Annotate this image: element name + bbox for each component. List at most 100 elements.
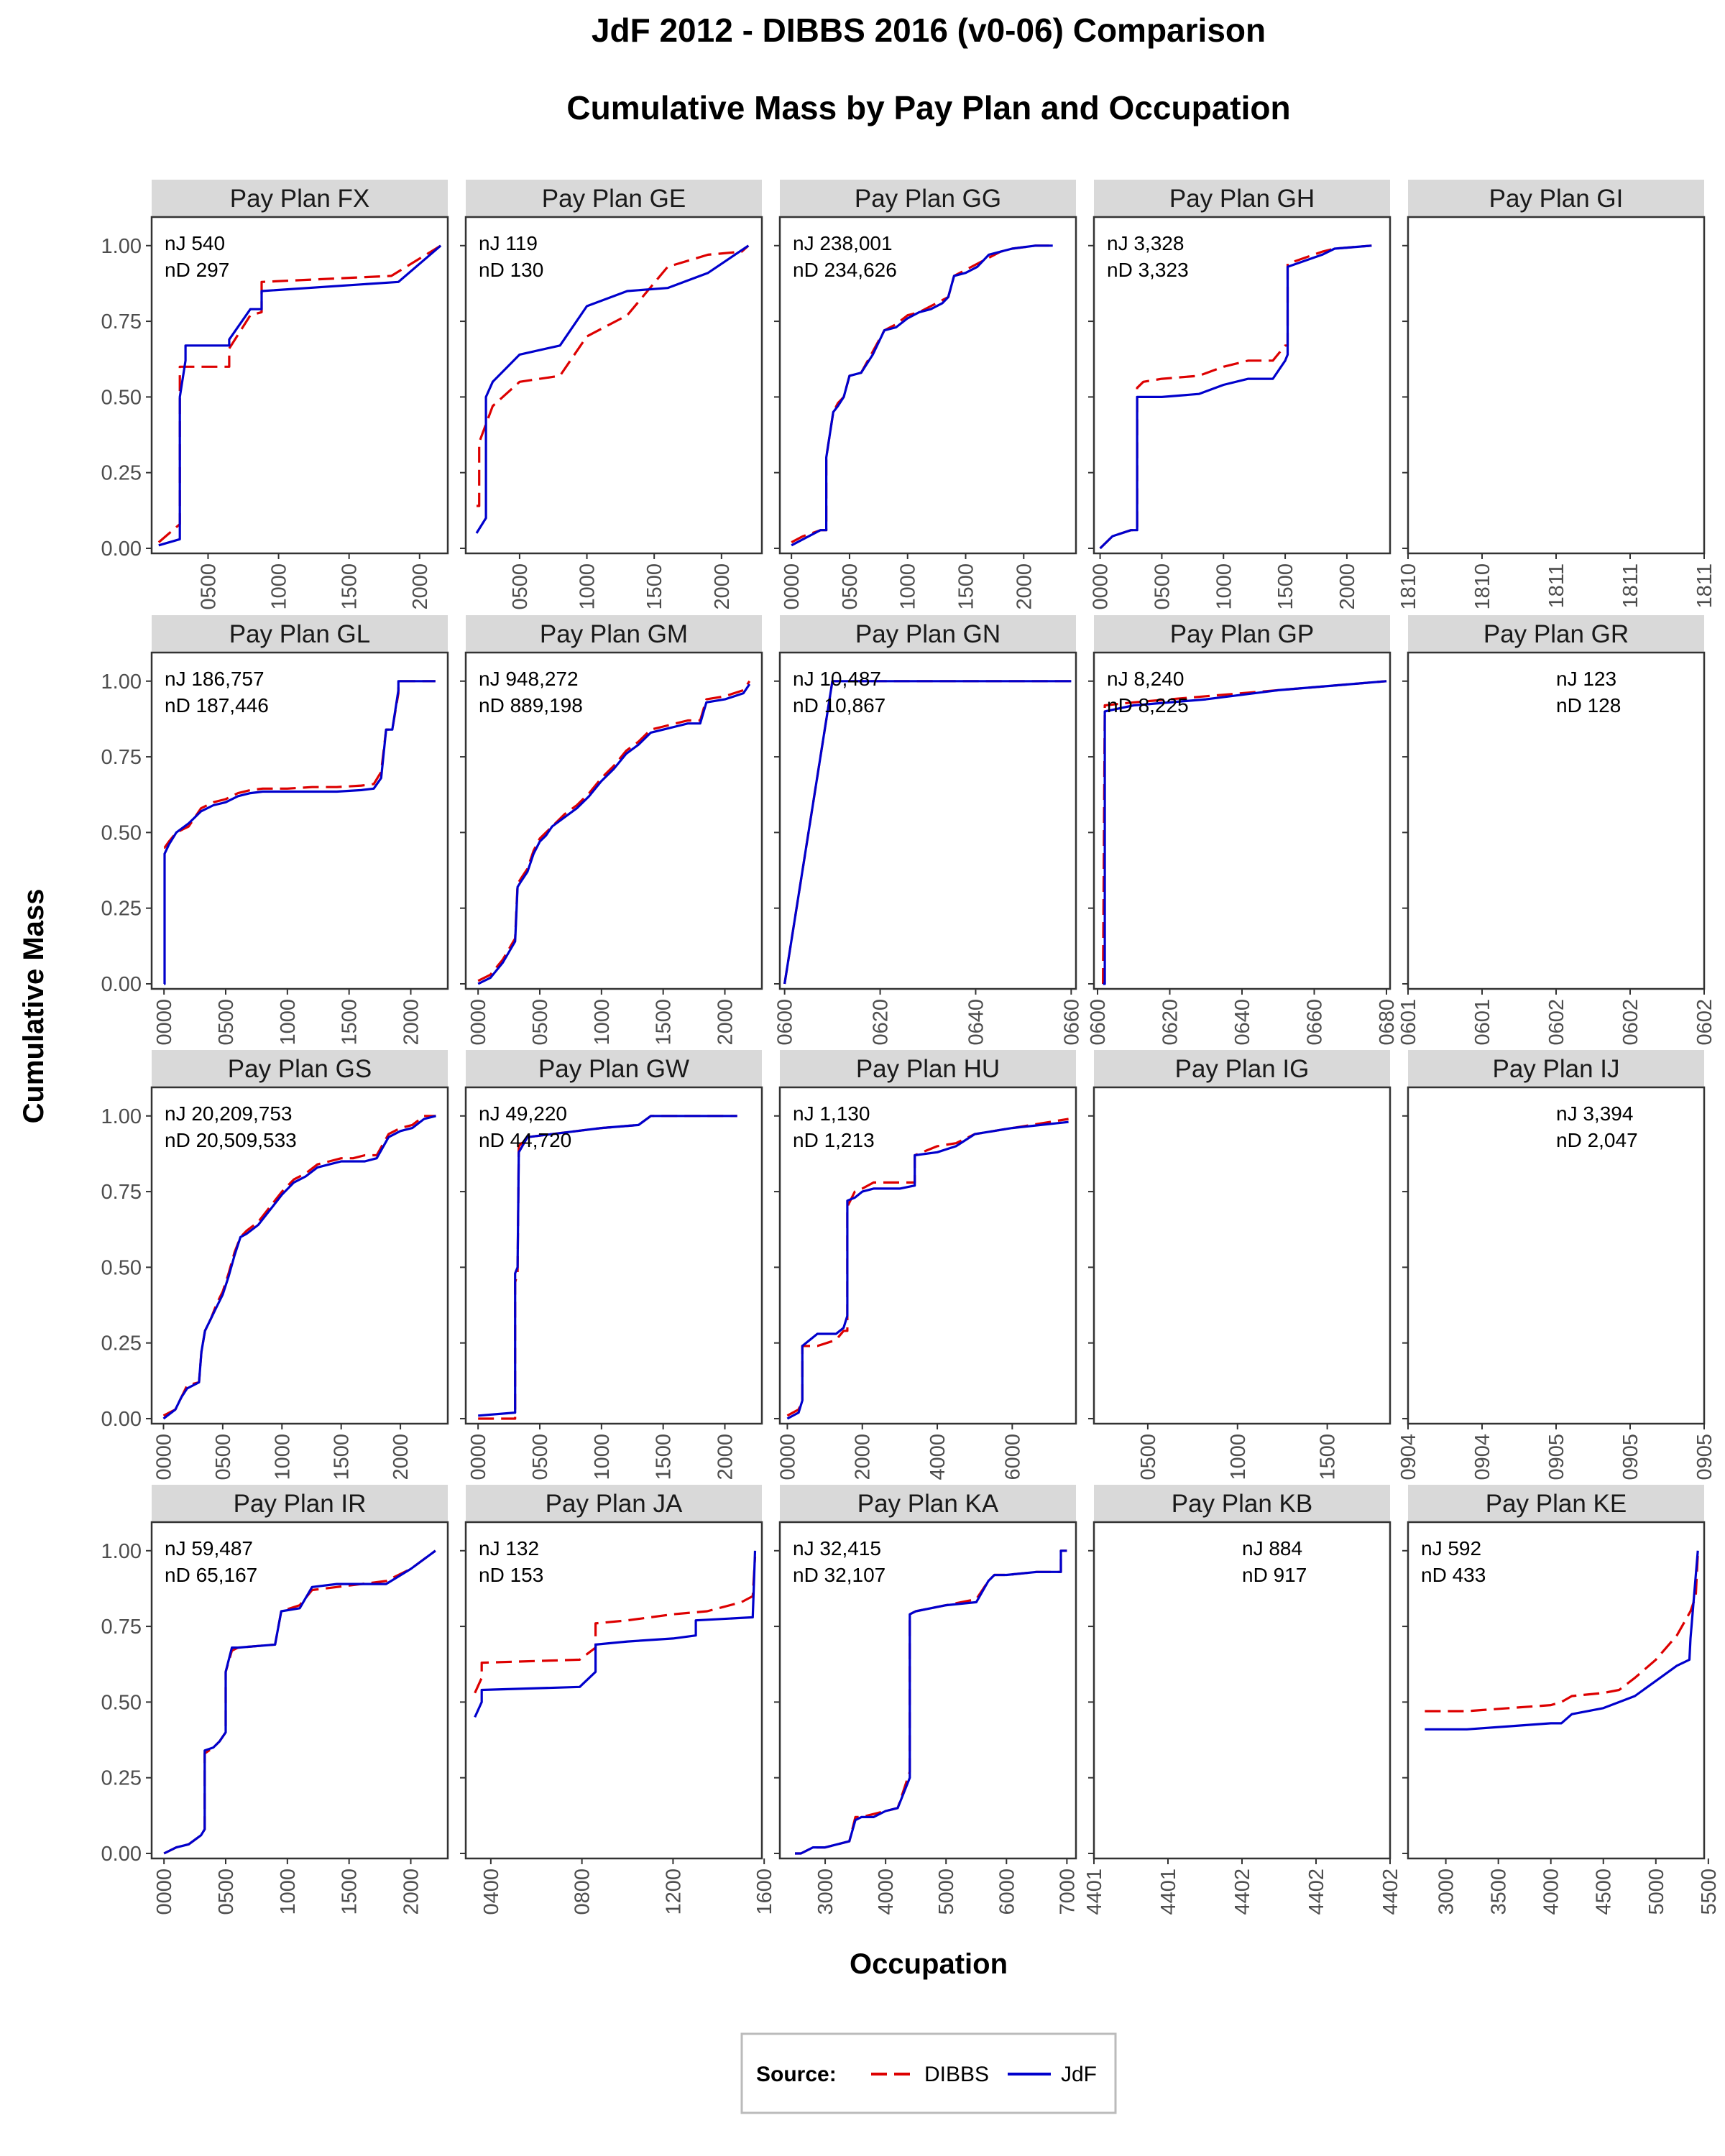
panel-strip-label: Pay Plan KA xyxy=(857,1490,999,1518)
y-tick-label: 0.00 xyxy=(101,1843,142,1866)
strip-background xyxy=(1408,1485,1704,1522)
strip-background xyxy=(1408,1050,1704,1087)
y-tick-label: 0.75 xyxy=(101,1181,142,1204)
x-tick-label: 4401 xyxy=(1157,1869,1180,1915)
x-tick-label: 0905 xyxy=(1545,1434,1568,1480)
panel-strip-label: Pay Plan KB xyxy=(1172,1490,1313,1518)
y-tick-label: 1.00 xyxy=(101,1540,142,1563)
facet-panels: Pay Plan FX 0.00 0.25 0.50 0.75 1.00 0500 1000 1… xyxy=(101,180,1721,1915)
strip-background xyxy=(1408,180,1704,217)
strip-background xyxy=(466,1485,762,1522)
panel-pay-plan-gn: Pay Plan GN 0600 0620 0640 0660 nJ 10,487 nD 1… xyxy=(774,615,1083,1046)
y-tick-label: 0.75 xyxy=(101,1616,142,1639)
x-tick-label: 0905 xyxy=(1693,1434,1716,1480)
legend-box xyxy=(740,2032,1117,2114)
panel-pay-plan-ir: Pay Plan IR 0.00 0.25 0.50 0.75 1.00 0000 0500 1… xyxy=(101,1485,449,1915)
panel-strip-label: Pay Plan GW xyxy=(538,1055,689,1083)
panel-pay-plan-ka: Pay Plan KA 3000 4000 5000 6000 7000 nJ 32,415… xyxy=(774,1485,1079,1915)
x-tick-label: 0500 xyxy=(212,1434,235,1480)
annotation-nj: nJ 49,220 xyxy=(479,1102,567,1125)
x-tick-label: 1500 xyxy=(339,563,362,610)
annotation-nd: nD 128 xyxy=(1556,694,1621,717)
strip-background xyxy=(780,1050,1076,1087)
series-line-jdf xyxy=(475,244,750,534)
x-tick-label: 4000 xyxy=(1540,1869,1563,1915)
panel-frame xyxy=(778,1086,1077,1425)
x-tick-label: 2000 xyxy=(714,1434,737,1480)
annotation-nj: nJ 3,394 xyxy=(1556,1102,1633,1125)
annotation-nd: nD 433 xyxy=(1421,1564,1486,1586)
series-line-jdf xyxy=(163,1549,436,1855)
panel-pay-plan-ig: Pay Plan IG 0500 1000 1500 xyxy=(1088,1050,1392,1480)
x-tick-label: 0000 xyxy=(153,999,176,1046)
x-tick-label: 4500 xyxy=(1593,1869,1616,1915)
annotation-nd: nD 1,213 xyxy=(793,1129,875,1151)
y-tick-label: 0.25 xyxy=(101,1767,142,1790)
panel-pay-plan-gw: Pay Plan GW 0000 0500 1000 1500 2000 nJ 49,220… xyxy=(460,1050,763,1480)
x-tick-label: 5000 xyxy=(1645,1869,1668,1915)
annotation-nd: nD 10,867 xyxy=(793,694,886,717)
strip-background xyxy=(152,615,448,653)
strip-background xyxy=(1094,1485,1390,1522)
x-tick-label: 1810 xyxy=(1397,563,1420,610)
strip-background xyxy=(152,1485,448,1522)
y-tick-label: 0.75 xyxy=(101,310,142,333)
x-tick-label: 4402 xyxy=(1379,1869,1402,1915)
annotation-nj: nJ 592 xyxy=(1421,1537,1481,1560)
x-axis-title: Occupation xyxy=(850,1948,1008,1980)
x-tick-label: 2000 xyxy=(714,999,737,1046)
strip-background xyxy=(780,180,1076,217)
x-tick-label: 2000 xyxy=(400,1869,423,1915)
panel-pay-plan-ge: Pay Plan GE 0500 1000 1500 2000 nJ 119 nD 130 xyxy=(460,180,763,610)
panel-frame xyxy=(150,1521,449,1860)
x-tick-label: 1000 xyxy=(576,563,599,610)
panel-frame xyxy=(1407,1086,1706,1425)
series-line-jdf xyxy=(163,680,436,985)
y-tick-label: 0.50 xyxy=(101,821,142,844)
strip-background xyxy=(1094,615,1390,653)
x-tick-label: 0620 xyxy=(870,999,893,1046)
panel-frame xyxy=(150,651,449,990)
y-axis-title: Cumulative Mass xyxy=(18,889,50,1124)
strip-background xyxy=(780,615,1076,653)
series-line-jdf xyxy=(478,1115,737,1417)
panel-strip-label: Pay Plan GI xyxy=(1489,185,1624,213)
x-tick-label: 1000 xyxy=(591,1434,614,1480)
series-line-jdf xyxy=(477,683,751,985)
x-tick-label: 1500 xyxy=(331,1434,354,1480)
x-tick-label: 0640 xyxy=(965,999,988,1046)
annotation-nd: nD 153 xyxy=(479,1564,543,1586)
annotation-nj: nJ 3,328 xyxy=(1107,232,1184,254)
strip-background xyxy=(1094,1050,1390,1087)
x-tick-label: 2000 xyxy=(711,563,734,610)
x-tick-label: 0400 xyxy=(480,1869,503,1915)
series-line-dibbs xyxy=(163,680,436,849)
series-line-jdf xyxy=(1425,1550,1699,1731)
x-tick-label: 3000 xyxy=(1435,1869,1458,1915)
strip-background xyxy=(1408,615,1704,653)
annotation-nj: nJ 186,757 xyxy=(165,668,264,690)
annotation-nd: nD 130 xyxy=(479,259,543,281)
x-tick-label: 0000 xyxy=(467,999,490,1046)
annotation-nd: nD 234,626 xyxy=(793,259,897,281)
x-tick-label: 4401 xyxy=(1083,1869,1106,1915)
x-tick-label: 6000 xyxy=(1001,1434,1024,1480)
y-tick-label: 0.25 xyxy=(101,462,142,485)
x-tick-label: 0602 xyxy=(1619,999,1642,1046)
panel-pay-plan-gs: Pay Plan GS 0.00 0.25 0.50 0.75 1.00 0000 0500 1… xyxy=(101,1050,449,1480)
x-tick-label: 0660 xyxy=(1060,999,1083,1046)
x-tick-label: 1000 xyxy=(1213,563,1236,610)
x-tick-label: 0500 xyxy=(509,563,532,610)
x-tick-label: 2000 xyxy=(1013,563,1036,610)
x-tick-label: 1811 xyxy=(1693,563,1716,608)
series-line-jdf xyxy=(786,1120,1069,1420)
y-tick-label: 0.25 xyxy=(101,898,142,921)
x-tick-label: 4402 xyxy=(1305,1869,1328,1915)
panel-strip-label: Pay Plan GS xyxy=(228,1055,372,1083)
annotation-nd: nD 20,509,533 xyxy=(165,1129,297,1151)
y-tick-label: 0.00 xyxy=(101,538,142,561)
strip-background xyxy=(466,180,762,217)
x-tick-label: 0500 xyxy=(529,1434,552,1480)
series-line-jdf xyxy=(791,244,1053,547)
